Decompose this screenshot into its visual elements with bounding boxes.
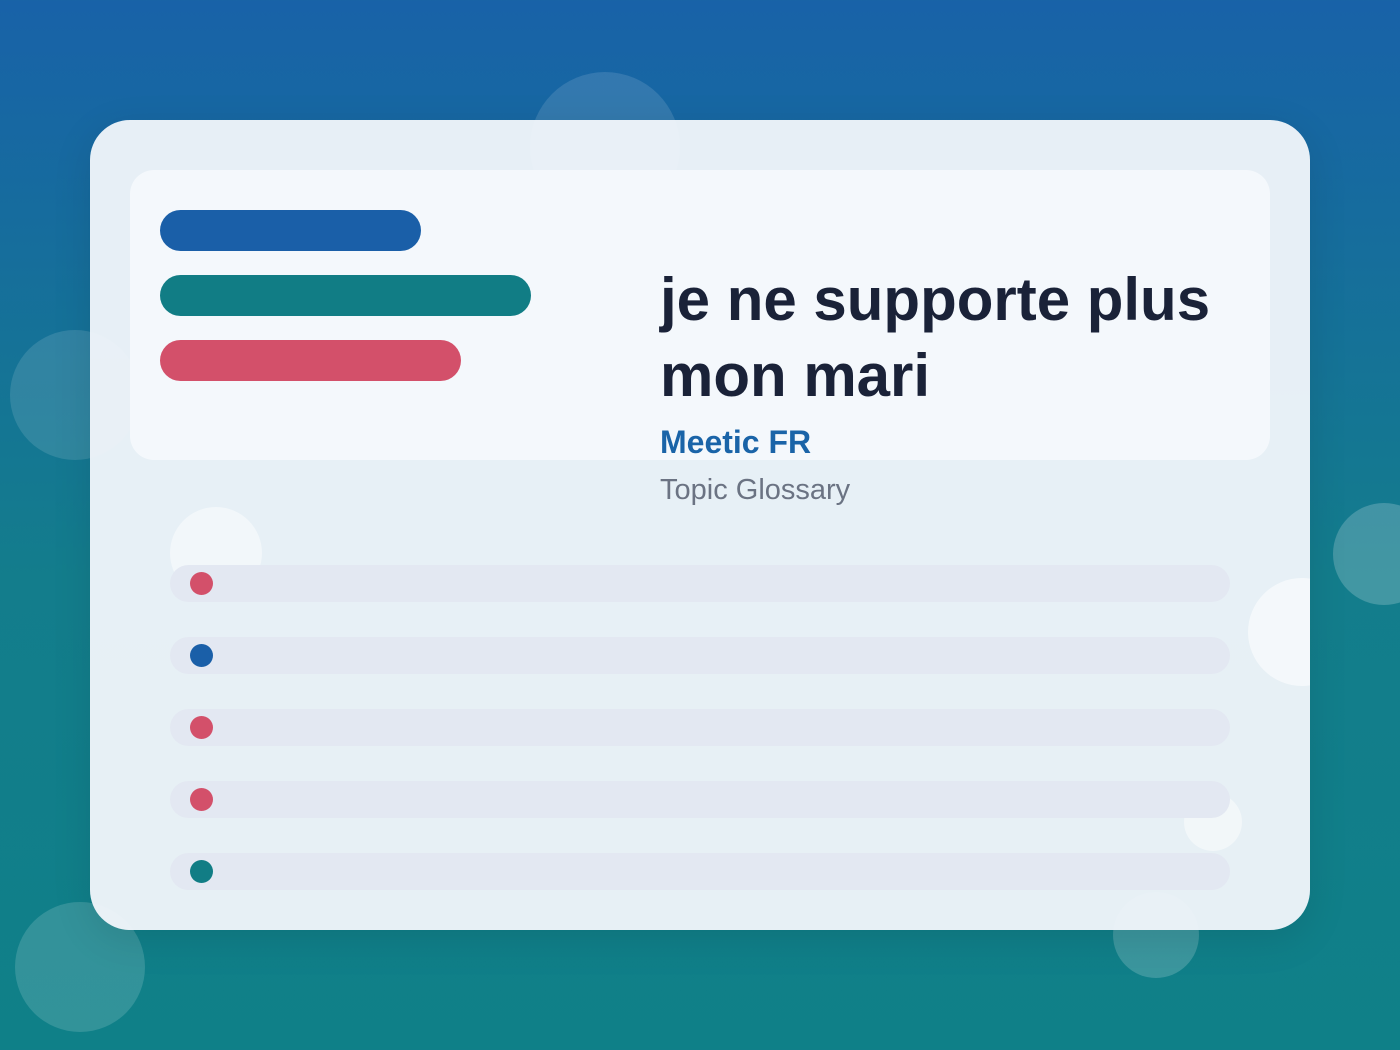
list-item xyxy=(170,781,1230,818)
decorative-bubble xyxy=(1248,578,1310,686)
list-bullet-dot xyxy=(190,716,213,739)
page-subtitle: Topic Glossary xyxy=(660,474,851,506)
glossary-card: je ne supporte plus mon mari Meetic FR T… xyxy=(90,120,1310,930)
brand-name: Meetic FR xyxy=(660,424,812,460)
background-bubble xyxy=(1333,503,1400,605)
list-item xyxy=(170,853,1230,890)
list-bullet-dot xyxy=(190,860,213,883)
header-bar-blue xyxy=(160,210,421,251)
list-bullet-dot xyxy=(190,644,213,667)
header-bar-red xyxy=(160,340,461,381)
page-title: je ne supporte plus mon mari xyxy=(660,266,1211,409)
list-item xyxy=(170,709,1230,746)
list-bullet-dot xyxy=(190,788,213,811)
list-item xyxy=(170,637,1230,674)
header-panel: je ne supporte plus mon mari Meetic FR T… xyxy=(130,170,1270,506)
header-bar-teal xyxy=(160,275,531,316)
list-bullet-dot xyxy=(190,572,213,595)
list-item xyxy=(170,565,1230,602)
